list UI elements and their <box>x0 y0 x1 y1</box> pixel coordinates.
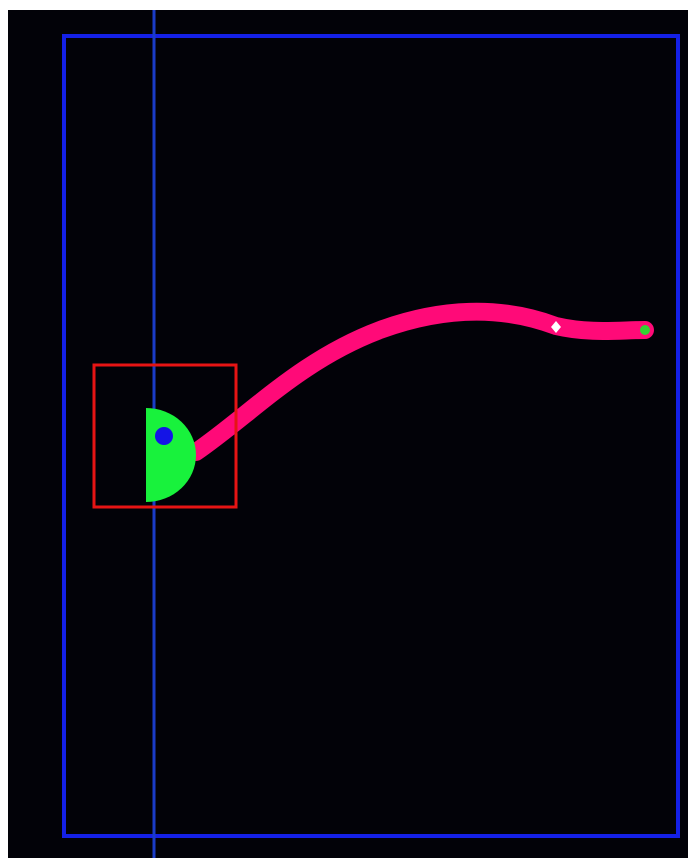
head-point <box>155 427 173 445</box>
tracking-view <box>0 0 688 858</box>
camera-frame <box>8 10 688 858</box>
tail-point <box>640 325 650 335</box>
page <box>0 0 688 858</box>
